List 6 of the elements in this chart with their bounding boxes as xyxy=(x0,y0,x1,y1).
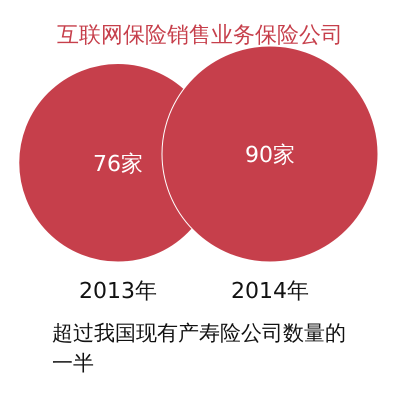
data-label: 76家 xyxy=(93,152,143,177)
text: 互联网保险销售业务保险公司 xyxy=(57,23,343,48)
data-label: 90家 xyxy=(245,143,295,168)
category-label: 2014年 xyxy=(231,279,309,304)
text: 超过我国现有产寿险公司数量的一半 xyxy=(52,320,347,377)
category-label: 2013年 xyxy=(79,279,157,304)
